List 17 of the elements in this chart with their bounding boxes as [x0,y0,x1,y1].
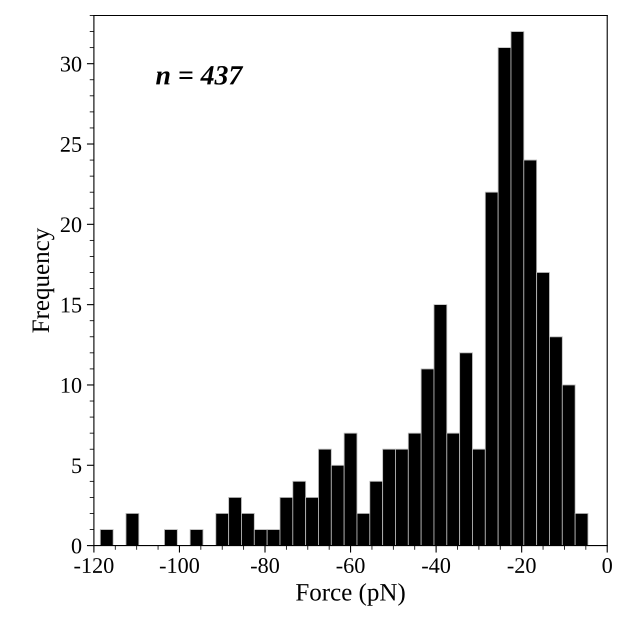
x-axis-title: Force (pN) [296,583,405,606]
y-tick-label: 15 [62,298,82,313]
x-tick-label: -60 [336,558,365,574]
y-tick-label: 0 [72,538,82,554]
y-tick-label: 10 [62,378,82,393]
y-tick-label: 25 [60,137,82,152]
x-tick-label: -40 [422,558,450,574]
y-tick-label: 30 [60,56,82,72]
x-tick-label: -120 [74,558,114,574]
x-tick-label: -80 [251,558,279,574]
annotation: n = 437 [156,66,244,85]
y-axis-title: Frequency [32,228,54,333]
y-tick-label: 20 [60,217,82,232]
x-tick-label: -20 [508,558,536,574]
x-tick-label: -100 [160,558,199,574]
y-tick-label: 5 [72,458,82,474]
x-tick-label: 0 [602,558,612,574]
